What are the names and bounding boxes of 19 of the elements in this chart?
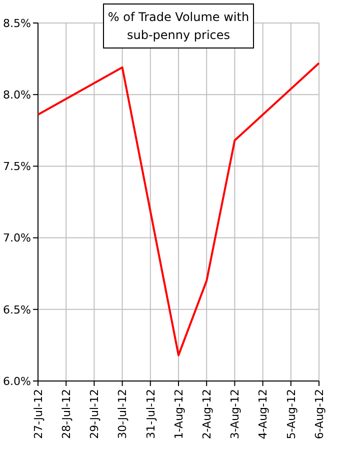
x-tick-label: 6-Aug-12 xyxy=(312,389,326,440)
x-tick-label: 4-Aug-12 xyxy=(256,389,270,440)
y-tick-label: 8.5% xyxy=(3,16,31,30)
x-tick-label: 27-Jul-12 xyxy=(32,389,45,439)
x-tick-label: 3-Aug-12 xyxy=(228,389,242,440)
x-tick-label: 30-Jul-12 xyxy=(116,389,130,439)
y-tick-label: 7.0% xyxy=(3,232,31,245)
y-tick-label: 6.5% xyxy=(3,303,31,316)
line-series xyxy=(37,62,320,356)
y-tick-label: 7.5% xyxy=(3,160,31,174)
x-tick-label: 2-Aug-12 xyxy=(200,389,214,440)
y-tick-label: 6.0% xyxy=(3,374,31,388)
x-tick-label: 5-Aug-12 xyxy=(284,389,298,440)
x-tick-label: 31-Jul-12 xyxy=(144,389,158,439)
x-tick-label: 29-Jul-12 xyxy=(88,389,102,439)
chart-title: % of Trade Volume with sub-penny prices xyxy=(108,10,250,42)
x-tick-label: 28-Jul-12 xyxy=(60,389,73,439)
x-tick-label: 1-Aug-12 xyxy=(172,389,186,440)
y-tick-label: 8.0% xyxy=(3,88,31,102)
